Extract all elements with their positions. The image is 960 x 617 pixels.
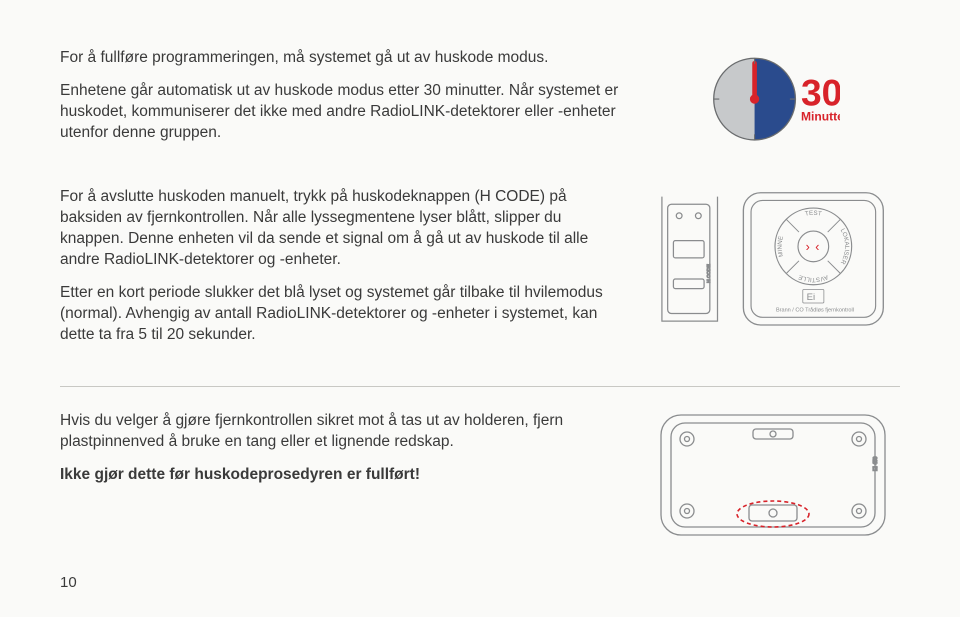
clock-number: 30 xyxy=(801,72,840,114)
section-3-figure: EI 450 xyxy=(650,411,900,541)
para-1-2: Enhetene går automatisk ut av huskode mo… xyxy=(60,81,620,144)
svg-text:H CODE: H CODE xyxy=(706,265,712,284)
clock-unit: Minutter xyxy=(801,109,840,123)
section-2: For å avslutte huskoden manuelt, trykk p… xyxy=(60,187,900,357)
section-3-text: Hvis du velger å gjøre fjernkontrollen s… xyxy=(60,411,620,541)
section-3: Hvis du velger å gjøre fjernkontrollen s… xyxy=(60,411,900,541)
svg-text:Ei: Ei xyxy=(807,293,816,304)
remote-front-icon: H CODE › ‹ TEST xyxy=(660,187,890,331)
section-1-text: For å fullføre programmeringen, må syste… xyxy=(60,48,620,159)
remote-caption: Brann / CO Trådløs fjernkontroll xyxy=(776,307,854,314)
divider xyxy=(60,386,900,387)
svg-text:‹: ‹ xyxy=(815,241,819,255)
para-2-2: Etter en kort periode slukker det blå ly… xyxy=(60,283,620,346)
svg-text:TEST: TEST xyxy=(804,210,822,218)
section-2-text: For å avslutte huskoden manuelt, trykk p… xyxy=(60,187,620,357)
svg-text:AVSTILLE: AVSTILLE xyxy=(798,273,830,283)
section-1: For å fullføre programmeringen, må syste… xyxy=(60,48,900,159)
svg-text:MINNE: MINNE xyxy=(777,236,785,258)
svg-text:LOKALISER: LOKALISER xyxy=(839,228,851,266)
para-3-2: Ikke gjør dette før huskodeprosedyren er… xyxy=(60,465,620,486)
para-3-1: Hvis du velger å gjøre fjernkontrollen s… xyxy=(60,411,620,453)
svg-text:EI 450: EI 450 xyxy=(873,456,879,471)
para-1-1: For å fullføre programmeringen, må syste… xyxy=(60,48,620,69)
section-2-figure: H CODE › ‹ TEST xyxy=(650,187,900,357)
para-2-1: For å avslutte huskoden manuelt, trykk p… xyxy=(60,187,620,271)
svg-text:›: › xyxy=(806,241,810,255)
clock-30min-icon: 30 Minutter xyxy=(710,48,840,159)
section-1-figure: 30 Minutter xyxy=(650,48,900,159)
holder-back-icon: EI 450 xyxy=(655,411,895,541)
page-number: 10 xyxy=(60,574,77,591)
